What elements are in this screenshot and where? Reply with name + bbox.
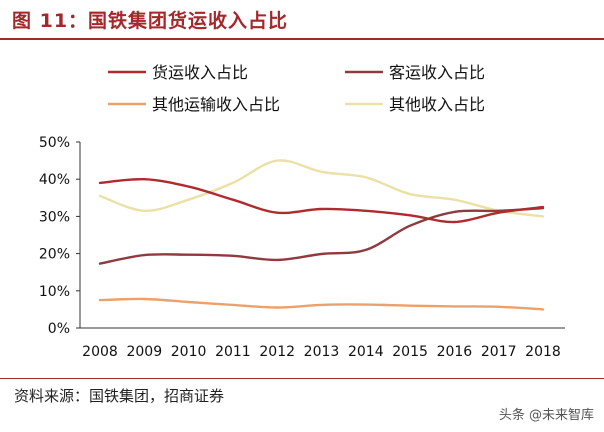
chart-series	[98, 159, 545, 311]
legend-label-4: 其他收入占比	[389, 95, 485, 114]
y-tick-label: 30%	[39, 209, 70, 225]
legend-label-2: 客运收入占比	[389, 63, 485, 82]
series-line-1	[98, 177, 545, 224]
source-note: 资料来源：国铁集团，招商证券	[14, 387, 225, 405]
x-tick-label: 2014	[348, 344, 384, 360]
legend-label-3: 其他运输收入占比	[152, 95, 280, 114]
y-tick-label: 0%	[48, 321, 70, 337]
series-line-3	[98, 297, 545, 311]
x-tick-label: 2012	[259, 344, 295, 360]
source-divider	[0, 378, 604, 379]
y-tick-label: 10%	[39, 284, 70, 300]
legend-label-1: 货运收入占比	[152, 63, 248, 82]
x-tick-label: 2009	[126, 344, 162, 360]
x-tick-label: 2013	[304, 344, 340, 360]
watermark-text: 头条 @未来智库	[498, 408, 594, 423]
title-divider	[0, 38, 604, 40]
x-tick-label: 2017	[481, 344, 517, 360]
y-tick-label: 50%	[39, 135, 70, 151]
y-tick-label: 40%	[39, 172, 70, 188]
series-line-4	[98, 159, 545, 218]
x-tick-label: 2015	[392, 344, 428, 360]
x-tick-label: 2008	[82, 344, 118, 360]
series-line-2	[98, 207, 545, 265]
chart-axes: 0% 10% 20% 30% 40% 50% 2008 2009 2010 2011 2012 201…	[39, 135, 565, 360]
x-tick-label: 2018	[525, 344, 561, 360]
y-tick-label: 20%	[39, 247, 70, 263]
x-tick-label: 2010	[171, 344, 207, 360]
x-tick-label: 2016	[437, 344, 473, 360]
figure-title: 图 11：国铁集团货运收入占比	[12, 10, 289, 32]
x-tick-label: 2011	[215, 344, 251, 360]
